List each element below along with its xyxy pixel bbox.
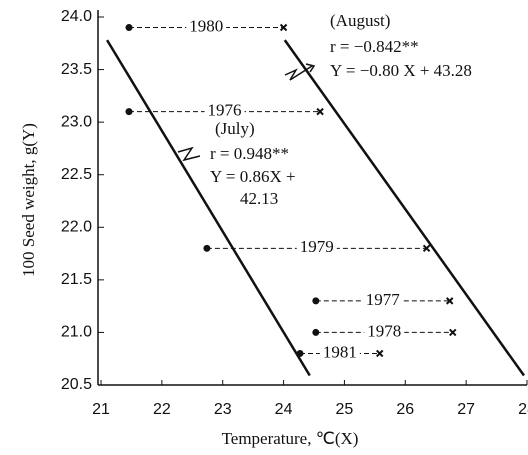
year-label: 1980 <box>189 16 223 35</box>
point <box>376 349 384 358</box>
point <box>296 349 304 357</box>
label-bg <box>296 239 337 258</box>
annotation: r = 0.948** <box>210 144 289 163</box>
year-label: 1976 <box>208 101 242 120</box>
point <box>203 244 211 252</box>
label-bg <box>364 323 405 342</box>
x-tick-label: 25 <box>336 401 354 418</box>
year-label: 1977 <box>366 290 401 309</box>
x-tick-label: 28 <box>518 401 528 418</box>
y-tick-label: 20.5 <box>61 376 92 393</box>
year-label: 1981 <box>323 342 357 361</box>
annotation: (August) <box>330 11 390 30</box>
point <box>279 23 288 32</box>
y-axis-title: 100 Seed weight, g(Y) <box>19 123 38 277</box>
label-bg <box>186 18 227 37</box>
year-label: 1979 <box>300 237 334 256</box>
annotation: Y = −0.80 X + 43.28 <box>330 61 472 80</box>
y-tick-label: 22.0 <box>61 219 92 236</box>
point <box>125 108 133 116</box>
x-tick-label: 23 <box>214 401 232 418</box>
label-bg <box>204 102 245 121</box>
arrow <box>177 146 201 162</box>
y-tick-label: 21.0 <box>61 324 92 341</box>
y-tick-label: 22.5 <box>61 166 92 183</box>
x-tick-label: 24 <box>275 401 293 418</box>
arrow <box>284 63 316 81</box>
y-tick-label: 21.5 <box>61 271 92 288</box>
point <box>446 297 454 305</box>
point <box>449 328 457 337</box>
x-tick-label: 21 <box>92 401 110 418</box>
annotation: Y = 0.86X + <box>210 167 296 186</box>
point <box>312 328 320 336</box>
x-tick-label: 26 <box>396 401 414 418</box>
x-axis-title: Temperature, ℃(X) <box>222 429 359 448</box>
x-tick-label: 27 <box>457 401 475 418</box>
x-tick-label: 22 <box>153 401 171 418</box>
point <box>125 24 133 32</box>
regression-line <box>283 39 525 377</box>
point <box>312 297 320 305</box>
point <box>422 244 431 253</box>
annotation: (July) <box>215 119 255 138</box>
annotation: 42.13 <box>240 189 278 208</box>
y-tick-label: 23.5 <box>61 61 92 78</box>
regression-line <box>106 39 311 377</box>
y-tick-label: 23.0 <box>61 113 92 130</box>
year-label: 1978 <box>367 321 401 340</box>
point <box>316 107 324 116</box>
label-bg <box>319 344 360 363</box>
annotation: r = −0.842** <box>330 37 419 56</box>
y-tick-label: 24.0 <box>61 8 92 25</box>
label-bg <box>362 291 403 310</box>
